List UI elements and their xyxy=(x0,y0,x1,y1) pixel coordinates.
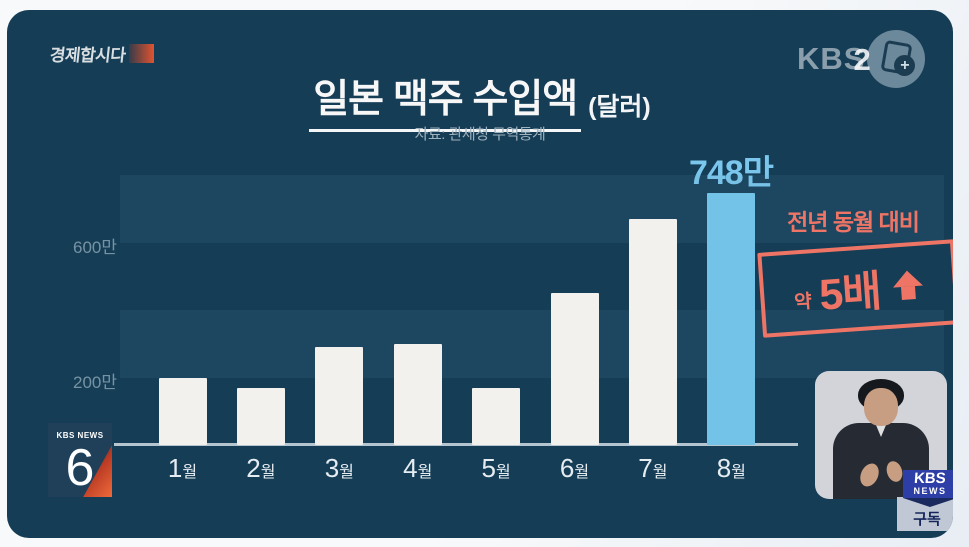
bar-5월 xyxy=(472,387,521,445)
program-title: 경제합시다 xyxy=(48,46,127,65)
chart-source: 자료: 관세청 무역통계 xyxy=(414,126,546,143)
y-axis-tick-label: 200만 xyxy=(72,372,117,392)
bar-2월 xyxy=(236,387,285,445)
bar-7월 xyxy=(628,218,677,445)
y-axis-tick-label: 600만 xyxy=(72,237,117,257)
x-axis-label: 2월 xyxy=(246,453,276,483)
watermark-badge: 2 + xyxy=(853,30,926,88)
x-axis-label: 4월 xyxy=(403,453,433,483)
x-axis-label: 1월 xyxy=(167,453,198,483)
x-axis-label: 6월 xyxy=(559,453,590,483)
chart-unit-label: (달러) xyxy=(588,93,651,121)
highlight-value-label: 748만 xyxy=(688,154,774,192)
x-axis-label: 3월 xyxy=(324,453,354,483)
news6-show-number: 6 xyxy=(65,439,95,497)
chevron-down-icon xyxy=(903,498,953,507)
program-badge-red-block xyxy=(128,44,154,63)
sign-language-interpreter xyxy=(815,371,947,499)
up-arrow-icon xyxy=(892,269,924,301)
interpreter-shirt xyxy=(876,425,886,437)
bar-8월 xyxy=(707,192,756,445)
channel-watermark: KBS 2 + xyxy=(797,30,926,88)
add-plus-icon: + xyxy=(894,55,916,76)
bar-4월 xyxy=(393,343,442,445)
annotation-stamp: 약 5배 xyxy=(757,239,953,338)
subscribe-brand-top: KBS xyxy=(913,470,947,487)
annotation-caption: 전년 동월 대비 xyxy=(787,209,920,235)
news6-network-text: KBS NEWS xyxy=(56,431,104,440)
bar-6월 xyxy=(550,293,599,445)
x-axis-label: 5월 xyxy=(481,453,511,483)
broadcast-panel: 경제합시다 KBS 2 + 일본 맥주 수입액 (달러) 자료: 관세청 무역통… xyxy=(7,10,953,538)
stamp-prefix: 약 xyxy=(793,291,813,314)
x-axis-label: 8월 xyxy=(716,453,746,483)
bar-1월 xyxy=(158,377,207,445)
kbs-news6-badge: KBS NEWS 6 xyxy=(48,423,112,497)
interpreter-face xyxy=(864,388,898,426)
program-badge: 경제합시다 xyxy=(48,43,154,65)
watermark-channel-text: KBS xyxy=(797,41,866,76)
chart-title: 일본 맥주 수입액 xyxy=(309,68,582,132)
stamp-value: 5배 xyxy=(817,267,883,320)
grid-band xyxy=(120,310,944,378)
chart-title-row: 일본 맥주 수입액 (달러) xyxy=(7,68,953,132)
subscribe-brand-bottom: NEWS xyxy=(913,486,947,496)
watermark-channel-number: 2 xyxy=(853,42,871,77)
grid-band xyxy=(120,175,944,243)
bar-3월 xyxy=(315,347,364,445)
subscribe-button[interactable]: 구독 xyxy=(913,511,941,528)
x-axis-line xyxy=(114,443,798,446)
x-axis-label: 7월 xyxy=(638,453,668,483)
subscribe-kbs-logo[interactable]: KBS NEWS xyxy=(903,470,953,498)
